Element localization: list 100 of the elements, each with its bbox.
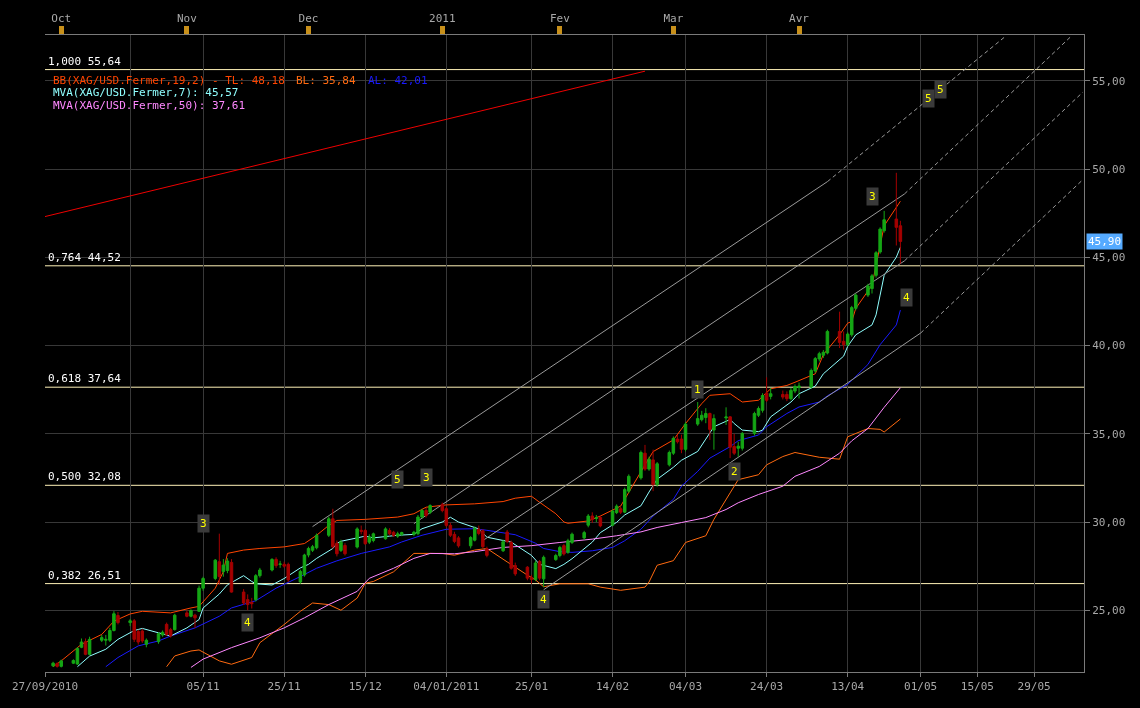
candlestick xyxy=(241,588,246,606)
annotation: 4 xyxy=(540,593,547,606)
candlestick xyxy=(339,539,343,553)
candlestick xyxy=(250,597,254,609)
candlestick xyxy=(400,531,404,537)
annotation: 2 xyxy=(731,465,738,478)
candlestick xyxy=(314,532,319,550)
candlestick xyxy=(286,562,290,583)
text: 45,90 xyxy=(1088,235,1122,248)
candlestick xyxy=(172,613,177,632)
candlestick xyxy=(837,311,842,349)
y-tick-label: 35,00 xyxy=(1092,427,1126,441)
candlestick xyxy=(643,444,647,472)
candlestick xyxy=(83,637,88,656)
candlestick xyxy=(586,513,590,528)
y-tick-label: 25,00 xyxy=(1092,604,1126,618)
x-tick-label: 14/02 xyxy=(596,680,630,694)
candlestick xyxy=(456,535,461,549)
candlestick xyxy=(140,628,145,644)
annotation: 4 xyxy=(903,291,910,304)
x2-tick-label: 2011 xyxy=(429,11,456,25)
candlestick xyxy=(708,412,712,441)
ref-line-label: 0,764 44,52 xyxy=(48,251,121,264)
candlestick xyxy=(789,387,793,401)
candlestick xyxy=(485,546,489,558)
candlestick xyxy=(55,663,59,669)
candlestick xyxy=(481,528,485,549)
candlestick xyxy=(695,401,700,427)
annotation: 3 xyxy=(200,517,207,530)
candlestick xyxy=(164,622,169,637)
x-tick-label: 13/04 xyxy=(831,680,865,694)
y-tick-label: 45,00 xyxy=(1092,251,1126,265)
candlestick xyxy=(185,609,189,618)
annotation: 5 xyxy=(925,92,932,105)
x-tick-label: 01/05 xyxy=(904,680,938,694)
candlestick xyxy=(193,614,197,629)
candlestick xyxy=(156,631,161,645)
text: MVA(XAG/USD.Fermer,50): 37,61 xyxy=(53,99,246,112)
candlestick xyxy=(59,659,63,668)
candlestick xyxy=(327,516,331,538)
y-tick-label: 55,00 xyxy=(1092,74,1126,88)
candlestick xyxy=(221,558,226,578)
candlestick xyxy=(760,392,765,414)
x-tick-label: 24/03 xyxy=(750,680,784,694)
candlestick xyxy=(618,506,623,515)
candlestick xyxy=(132,618,136,643)
candlestick xyxy=(100,634,104,643)
text: BB(XAG/USD.Fermer,19,2) - TL: 48,18 xyxy=(53,74,285,87)
x2-tick-label: Oct xyxy=(51,11,72,25)
candlestick xyxy=(781,390,785,400)
candlestick xyxy=(651,449,655,492)
x2-tick-label: Nov xyxy=(176,11,198,25)
candlestick xyxy=(655,461,659,488)
x-tick-label: 27/09/2010 xyxy=(11,680,79,694)
candlestick xyxy=(582,530,586,541)
candlestick xyxy=(278,560,282,569)
candlestick xyxy=(168,627,173,639)
candlestick xyxy=(541,555,546,588)
ref-line-label: 0,500 32,08 xyxy=(48,470,121,483)
x2-tick-label: Dec xyxy=(298,11,319,25)
x2-tick-label: Fev xyxy=(549,11,571,25)
candlestick xyxy=(768,387,773,400)
candlestick xyxy=(395,531,400,539)
candlestick xyxy=(128,618,132,627)
y-tick-label: 40,00 xyxy=(1092,339,1126,353)
candlestick xyxy=(213,558,218,581)
candlestick xyxy=(598,515,603,528)
candlestick xyxy=(270,557,274,572)
x-tick-label: 15/05 xyxy=(960,680,994,694)
candlestick xyxy=(724,406,728,426)
x2-tick-label: Mar xyxy=(663,11,684,25)
candlestick xyxy=(367,533,372,545)
candlestick xyxy=(594,514,599,523)
candlestick xyxy=(558,545,562,558)
annotation: 3 xyxy=(869,190,876,203)
x-tick-label: 04/01/2011 xyxy=(413,680,480,694)
candlestick xyxy=(116,611,120,625)
y-tick-label: 30,00 xyxy=(1092,515,1126,529)
annotation: 4 xyxy=(244,616,251,629)
candlestick xyxy=(679,434,684,454)
x2-tick-label: Avr xyxy=(789,11,810,25)
candlestick xyxy=(363,528,368,546)
candlestick xyxy=(383,526,388,541)
candlestick xyxy=(274,556,278,569)
candlestick xyxy=(217,533,222,586)
candlestick xyxy=(712,413,716,451)
annotation: 5 xyxy=(937,83,944,96)
ref-line-label: 1,000 55,64 xyxy=(48,55,122,68)
annotation: 1 xyxy=(694,383,701,396)
candlestick xyxy=(144,637,149,648)
annotation: 5 xyxy=(394,473,401,486)
ref-line-label: 0,382 26,51 xyxy=(48,569,121,582)
candlestick xyxy=(245,593,250,611)
text: AL: 42,01 xyxy=(368,74,428,87)
y-tick-label: 50,00 xyxy=(1092,162,1126,176)
candlestick xyxy=(785,390,789,402)
candlestick xyxy=(343,542,347,557)
x-tick-label: 04/03 xyxy=(668,680,703,694)
x-tick-label: 29/05 xyxy=(1017,680,1051,694)
candlestick xyxy=(501,539,505,553)
